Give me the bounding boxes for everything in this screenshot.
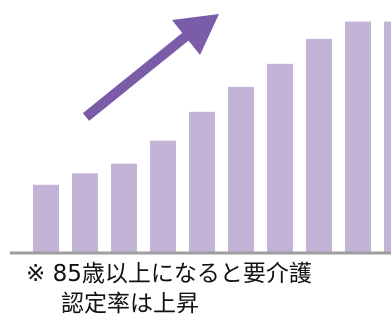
bar-3 (111, 163, 137, 252)
bar-6 (228, 86, 254, 252)
trend-arrow-icon (82, 14, 219, 121)
bar-7 (267, 63, 293, 253)
bar-10 (384, 21, 391, 252)
bar-1 (33, 184, 59, 252)
bar-4 (150, 140, 176, 252)
bar-9 (345, 21, 371, 252)
bar-2 (72, 173, 98, 252)
bar-chart (10, 14, 391, 255)
caption: ※ 85歳以上になると要介護 認定率は上昇 (26, 259, 386, 319)
bar-5 (189, 111, 215, 252)
caption-line-1: ※ 85歳以上になると要介護 (26, 261, 312, 287)
bar-series (33, 21, 391, 253)
caption-line-2: 認定率は上昇 (61, 291, 199, 317)
bar-8 (306, 38, 332, 252)
